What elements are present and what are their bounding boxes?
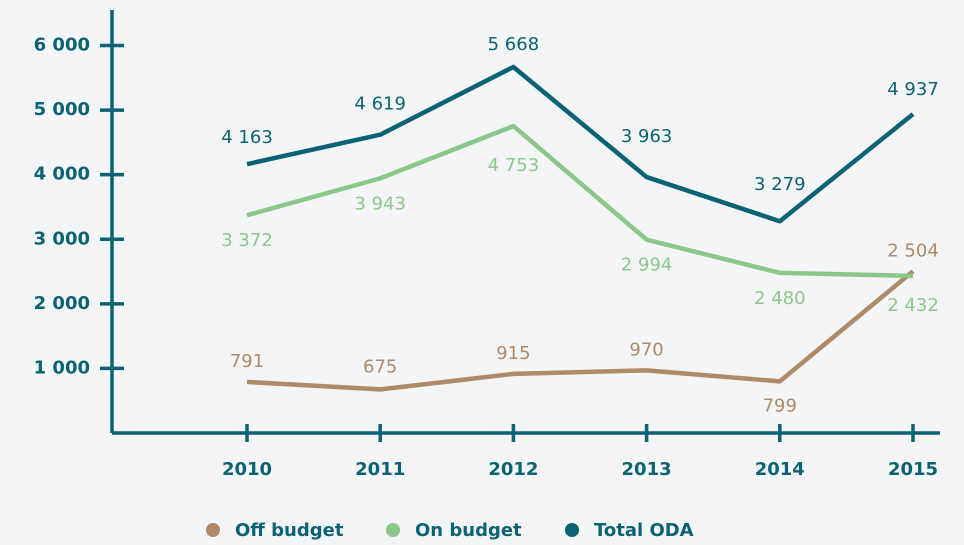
y-tick-label: 2 000 [34,293,90,314]
data-label: 2 480 [754,288,806,309]
data-label: 4 753 [488,155,540,176]
data-label: 3 372 [221,230,273,251]
data-label: 4 619 [354,94,406,115]
x-tick-label: 2014 [755,459,805,480]
legend-marker [565,523,579,537]
x-tick-label: 2015 [888,459,938,480]
legend-label: Off budget [235,520,344,541]
x-tick-label: 2010 [222,459,272,480]
data-label: 2 432 [887,295,939,316]
data-label: 2 994 [621,255,673,276]
y-tick-label: 6 000 [34,35,90,56]
data-label: 5 668 [488,34,540,55]
data-label: 675 [363,356,397,377]
line-series [246,64,915,224]
y-tick-label: 4 000 [34,164,90,185]
data-label: 915 [496,343,530,364]
data-label: 791 [230,351,264,372]
legend-marker [386,523,400,537]
y-tick-label: 3 000 [34,228,90,249]
legend-label: On budget [415,520,522,541]
line-series [246,123,914,279]
data-label: 3 943 [354,193,406,214]
y-tick-label: 5 000 [34,99,90,120]
legend-marker [206,523,220,537]
x-tick-label: 2012 [488,459,538,480]
data-label: 799 [763,395,797,416]
legend-label: Total ODA [594,520,694,541]
y-tick-label: 1 000 [34,357,90,378]
data-label: 4 163 [221,127,273,148]
x-tick-label: 2013 [622,459,672,480]
data-label: 4 937 [887,79,939,100]
data-label: 2 504 [887,240,939,261]
data-label: 970 [629,339,663,360]
line-series [246,269,915,392]
data-label: 3 963 [621,126,673,147]
x-tick-label: 2011 [355,459,405,480]
data-label: 3 279 [754,174,806,195]
